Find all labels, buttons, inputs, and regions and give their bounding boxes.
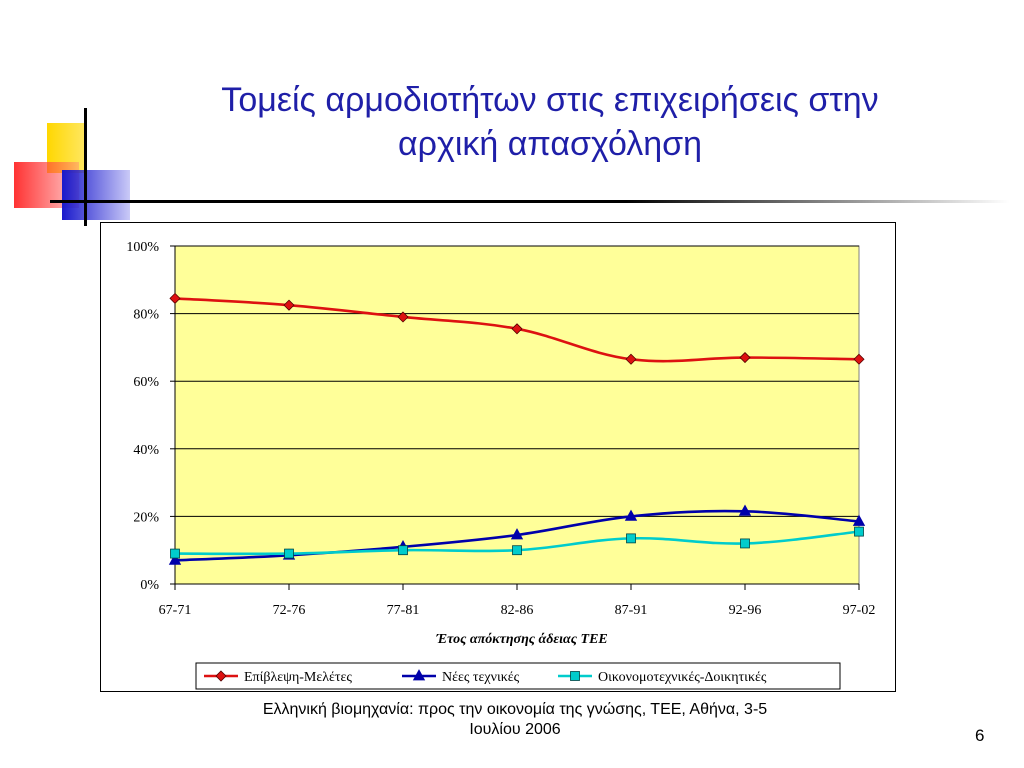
data-point: [510, 528, 524, 540]
data-point: [625, 353, 637, 365]
data-point: [853, 353, 865, 365]
data-point: [511, 323, 523, 335]
data-point: [283, 299, 295, 311]
x-tick-label: 92-96: [729, 603, 762, 618]
legend-label-2: Νέες τεχνικές: [442, 670, 520, 685]
legend-marker-3: [570, 671, 580, 681]
y-tick-label: 0%: [140, 578, 159, 593]
x-tick-label: 82-86: [501, 603, 534, 618]
data-point: [512, 545, 522, 556]
data-point: [169, 292, 181, 304]
y-tick-label: 40%: [133, 443, 159, 458]
legend-box: [195, 662, 841, 690]
data-point: [170, 548, 180, 559]
slide-title: Τομείς αρμοδιοτήτων στις επιχειρήσεις στ…: [120, 78, 980, 166]
footer-line-2: Ιουλίου 2006: [469, 721, 561, 738]
x-tick-label: 97-02: [843, 603, 876, 618]
title-line-2: αρχική απασχόληση: [397, 125, 703, 163]
x-tick-label: 77-81: [387, 603, 420, 618]
legend-label-3: Οικονομοτεχνικές-Δοικητικές: [598, 670, 767, 685]
data-point: [624, 509, 638, 521]
data-point: [854, 526, 864, 537]
data-point: [168, 553, 182, 565]
y-tick-label: 60%: [133, 375, 159, 390]
footer-line-1: Ελληνική βιομηχανία: προς την οικονομία …: [262, 701, 768, 718]
x-tick-label: 87-91: [615, 603, 648, 618]
slide-footer: Ελληνική βιομηχανία: προς την οικονομία …: [170, 700, 860, 740]
y-tick-label: 100%: [126, 240, 159, 255]
title-line-1: Τομείς αρμοδιοτήτων στις επιχειρήσεις στ…: [221, 81, 879, 119]
y-tick-label: 20%: [133, 510, 159, 525]
data-point: [739, 351, 751, 364]
y-tick-label: 80%: [133, 308, 159, 323]
data-point: [852, 514, 866, 526]
legend-marker-1: [215, 670, 227, 682]
data-point: [740, 538, 750, 549]
data-point: [284, 548, 294, 559]
legend-marker-2: [412, 669, 426, 681]
data-point: [626, 533, 636, 544]
page-number: 6: [975, 726, 985, 745]
deco-horizontal-line: [50, 200, 1010, 203]
x-axis-title: Έτος απόκτησης άδειας ΤΕΕ: [435, 632, 608, 647]
legend-label-1: Επίβλεψη-Μελέτες: [244, 670, 352, 685]
data-point: [397, 311, 409, 323]
x-tick-label: 67-71: [159, 603, 192, 618]
deco-blue-square: [62, 170, 130, 220]
data-point: [738, 504, 752, 516]
deco-vertical-line: [84, 108, 87, 226]
x-tick-label: 72-76: [273, 603, 306, 618]
data-point: [398, 545, 408, 556]
